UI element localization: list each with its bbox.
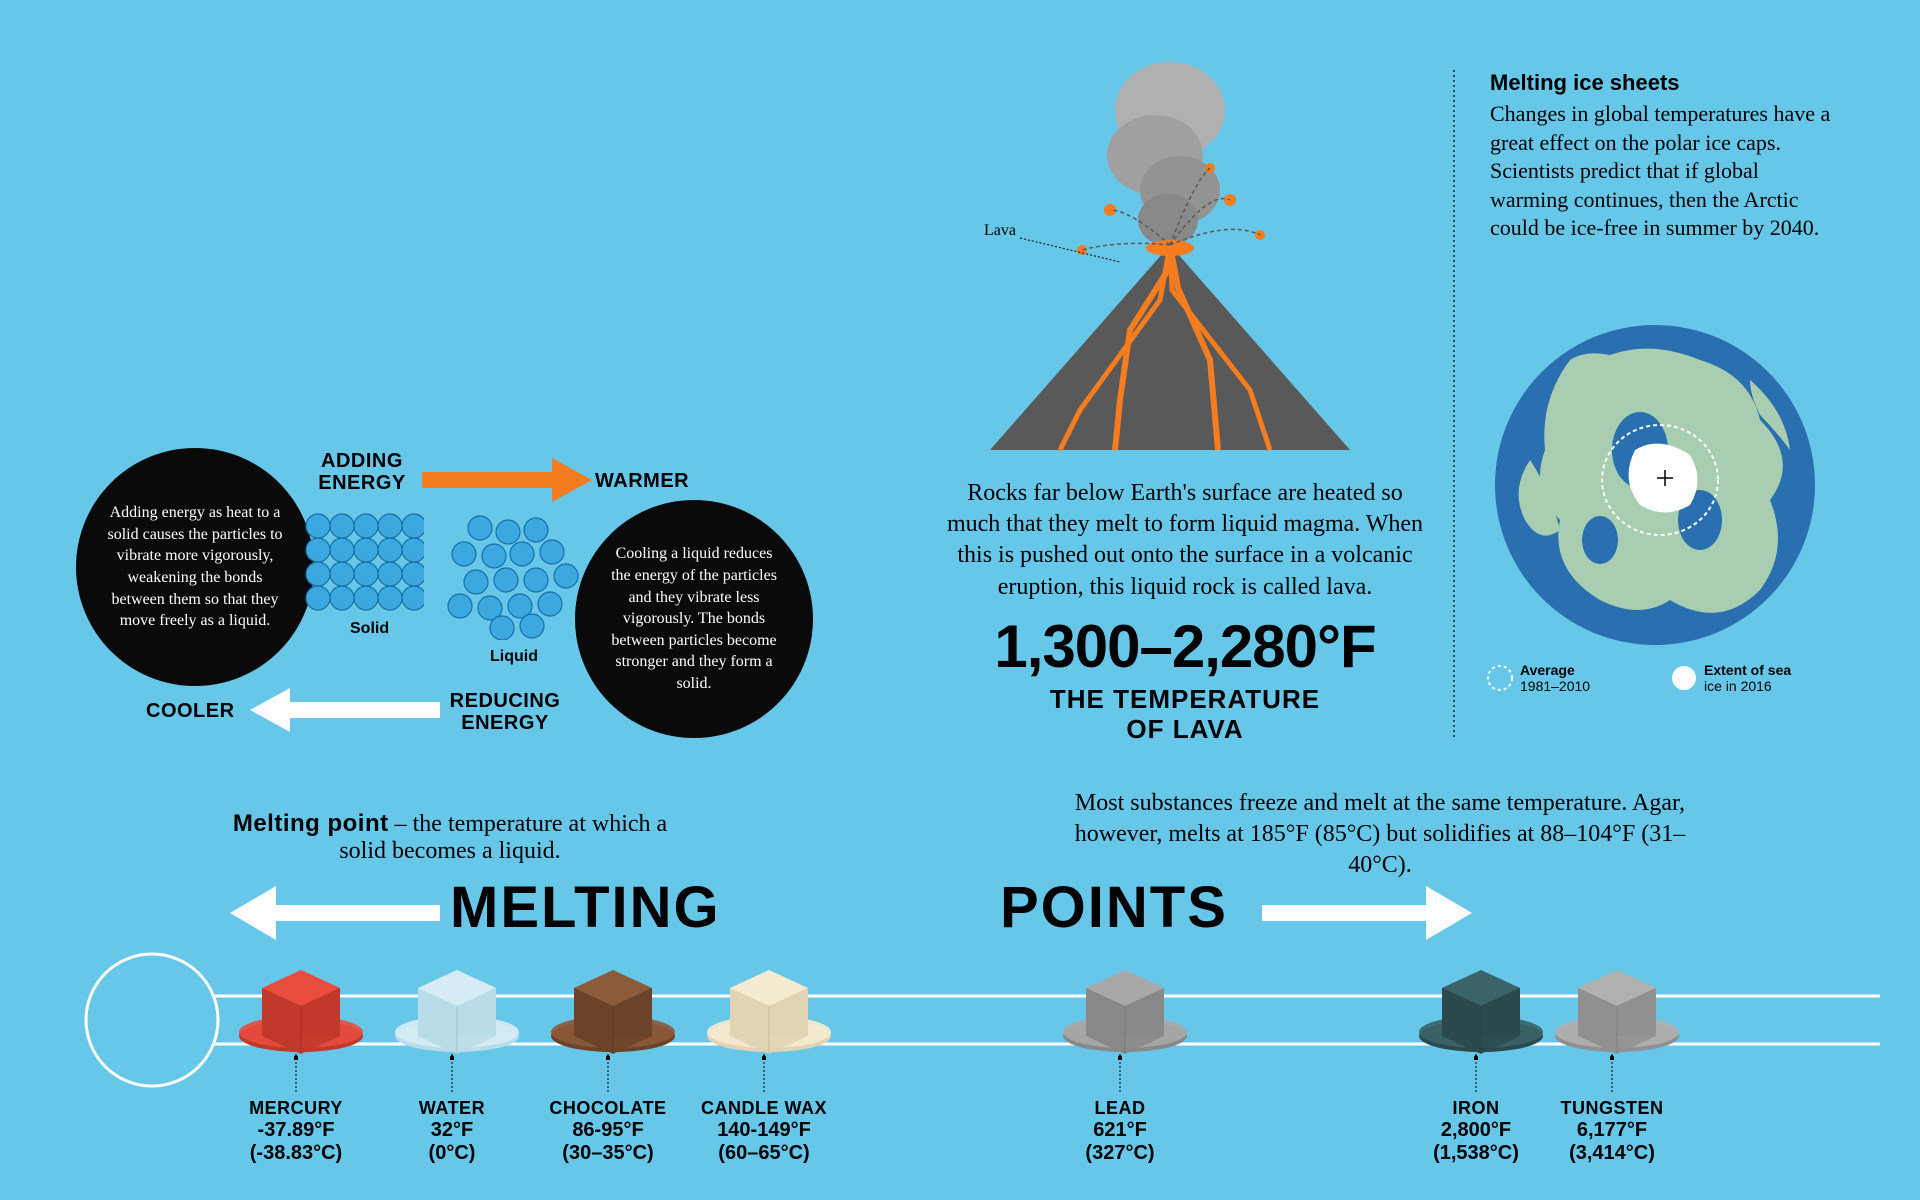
cooler-label: COOLER: [146, 700, 235, 723]
substance-name: WATER: [372, 1098, 532, 1119]
substance-label: CANDLE WAX 140-149°F (60–65°C): [684, 1098, 844, 1165]
substance-name: TUNGSTEN: [1532, 1098, 1692, 1119]
liquid-label: Liquid: [490, 648, 538, 666]
substance-fahrenheit: 6,177°F: [1532, 1119, 1692, 1142]
agar-note: Most substances freeze and melt at the s…: [1060, 788, 1700, 882]
mp-arrow-right-icon: [1262, 886, 1472, 940]
volcano-description: Rocks far below Earth's surface are heat…: [940, 478, 1430, 603]
solid-particles: [304, 512, 424, 622]
substance-label: MERCURY -37.89°F (-38.83°C): [216, 1098, 376, 1165]
ice-title: Melting ice sheets: [1490, 70, 1840, 96]
substance-cube: [392, 958, 522, 1058]
divider-line: [1452, 70, 1456, 740]
lava-callout-label: Lava: [984, 222, 1016, 240]
globe-arctic: [1490, 320, 1820, 650]
arrow-warmer-icon: [422, 458, 592, 502]
melting-point-definition: Melting point – the temperature at which…: [220, 810, 680, 865]
legend-extent-swatch: [1670, 664, 1698, 692]
substance-name: LEAD: [1040, 1098, 1200, 1119]
substance-cube: [236, 958, 366, 1058]
ice-sheets-block: Melting ice sheets Changes in global tem…: [1490, 70, 1840, 243]
reducing-energy-text: Cooling a liquid reduces the energy of t…: [605, 543, 783, 694]
mp-title-points: POINTS: [1000, 874, 1228, 941]
substance-label: LEAD 621°F (327°C): [1040, 1098, 1200, 1165]
substance-celsius: (-38.83°C): [216, 1142, 376, 1165]
substance-celsius: (327°C): [1040, 1142, 1200, 1165]
ice-body: Changes in global temperatures have a gr…: [1490, 100, 1840, 243]
substance-name: MERCURY: [216, 1098, 376, 1119]
substance-label: TUNGSTEN 6,177°F (3,414°C): [1532, 1098, 1692, 1165]
substance-cube: [1060, 958, 1190, 1058]
substance-cube: [704, 958, 834, 1058]
substance-celsius: (3,414°C): [1532, 1142, 1692, 1165]
liquid-particles: [440, 510, 590, 640]
adding-energy-circle: Adding energy as heat to a solid causes …: [76, 448, 314, 686]
substance-tick: [606, 1054, 610, 1094]
substance-cube: [548, 958, 678, 1058]
arrow-cooler-icon: [250, 688, 440, 732]
substance-fahrenheit: -37.89°F: [216, 1119, 376, 1142]
mp-title-melting: MELTING: [450, 874, 721, 941]
substance-name: CHOCOLATE: [528, 1098, 688, 1119]
lava-temp-caption: THE TEMPERATUREOF LAVA: [940, 685, 1430, 745]
mp-arrow-left-icon: [230, 886, 440, 940]
substance-cube: [1416, 958, 1546, 1058]
substance-tick: [450, 1054, 454, 1094]
substance-tick: [762, 1054, 766, 1094]
substance-label: WATER 32°F (0°C): [372, 1098, 532, 1165]
solid-label: Solid: [350, 620, 389, 638]
lava-temp-value: 1,300–2,280°F: [940, 612, 1430, 681]
substance-fahrenheit: 86-95°F: [528, 1119, 688, 1142]
adding-energy-label: ADDING ENERGY: [302, 450, 422, 494]
substance-celsius: (30–35°C): [528, 1142, 688, 1165]
legend-avg-swatch: [1486, 664, 1514, 692]
substance-fahrenheit: 621°F: [1040, 1119, 1200, 1142]
substance-name: CANDLE WAX: [684, 1098, 844, 1119]
substance-tick: [294, 1054, 298, 1094]
legend-extent: Extent of seaice in 2016: [1704, 662, 1791, 694]
substance-fahrenheit: 140-149°F: [684, 1119, 844, 1142]
substance-celsius: (60–65°C): [684, 1142, 844, 1165]
substance-celsius: (0°C): [372, 1142, 532, 1165]
substance-cube: [1552, 958, 1682, 1058]
substance-tick: [1474, 1054, 1478, 1094]
lava-leader-line: [1020, 232, 1150, 272]
legend-avg: Average1981–2010: [1520, 662, 1590, 694]
substance-label: CHOCOLATE 86-95°F (30–35°C): [528, 1098, 688, 1165]
reducing-energy-circle: Cooling a liquid reduces the energy of t…: [575, 500, 813, 738]
substance-fahrenheit: 32°F: [372, 1119, 532, 1142]
reducing-energy-label: REDUCING ENERGY: [440, 690, 570, 734]
warmer-label: WARMER: [595, 470, 689, 493]
lava-temperature: 1,300–2,280°F THE TEMPERATUREOF LAVA: [940, 612, 1430, 745]
substance-tick: [1118, 1054, 1122, 1094]
substance-tick: [1610, 1054, 1614, 1094]
adding-energy-text: Adding energy as heat to a solid causes …: [106, 502, 284, 632]
